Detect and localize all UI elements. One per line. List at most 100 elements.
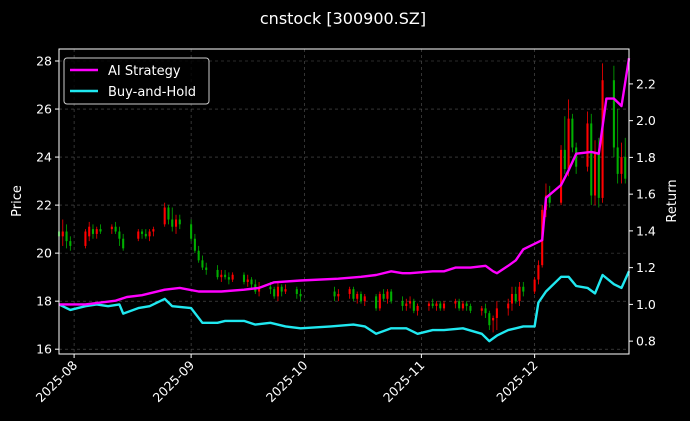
return-lines: [58, 58, 631, 343]
candle-body: [190, 224, 193, 239]
candle-body: [514, 293, 517, 302]
legend-label-ai-strategy: AI Strategy: [108, 64, 181, 79]
candle-body: [465, 303, 468, 306]
candle-body: [152, 229, 155, 232]
chart-title: cnstock [300900.SZ]: [260, 9, 426, 28]
y-right-tick-label: 1.2: [636, 260, 656, 275]
candle-body: [352, 289, 355, 299]
candle-body: [378, 293, 381, 309]
candle-body: [276, 286, 279, 297]
y-right-tick-label: 1.0: [636, 297, 656, 312]
candle-body: [442, 303, 446, 309]
candle-body: [518, 286, 521, 302]
candle-body: [299, 293, 302, 297]
grid: [59, 49, 629, 354]
y-right-tick-label: 1.6: [636, 187, 656, 202]
candle-body: [431, 303, 434, 306]
candle-body: [61, 231, 64, 237]
y-left-tick-label: 18: [36, 294, 52, 309]
ai-strategy-line: [59, 58, 631, 306]
candle-body: [427, 303, 430, 306]
candle-body: [571, 118, 574, 148]
y-left-tick-label: 24: [36, 150, 52, 165]
candle-body: [488, 313, 491, 326]
candle-body: [333, 291, 336, 297]
candle-body: [590, 123, 593, 196]
candle-body: [118, 231, 121, 239]
y-left-tick-label: 22: [36, 198, 52, 213]
candle-body: [469, 305, 472, 311]
candle-body: [409, 301, 412, 304]
candle-body: [163, 207, 166, 225]
candle-body: [533, 279, 536, 292]
candle-body: [359, 293, 363, 302]
candle-body: [390, 291, 393, 302]
candle-body: [454, 301, 457, 304]
candle-body: [171, 219, 174, 227]
legend: AI Strategy Buy-and-Hold: [63, 57, 210, 105]
candle-body: [375, 296, 378, 309]
candle-body: [624, 157, 627, 179]
candle-body: [612, 80, 615, 148]
candle-body: [401, 301, 404, 306]
candle-body: [480, 308, 483, 311]
candle-body: [356, 293, 359, 299]
y-left-tick-label: 26: [36, 102, 52, 117]
candle-body: [148, 231, 151, 237]
candle-body: [461, 303, 464, 309]
candle-body: [122, 238, 125, 249]
candle-body: [416, 305, 419, 311]
y-right-tick-label: 2.2: [636, 76, 656, 91]
candle-body: [507, 303, 510, 309]
candle-body: [220, 274, 223, 278]
candle-body: [242, 274, 246, 282]
candle-body: [258, 286, 261, 292]
candle-body: [567, 118, 570, 170]
candle-body: [405, 303, 408, 306]
candle-body: [69, 241, 72, 246]
candle-body: [174, 219, 178, 227]
y-axis-right: 0.8 1.0 1.2 1.4 1.6 1.8 2.0 2.2: [629, 76, 656, 349]
candlesticks: [57, 63, 627, 333]
candle-body: [510, 293, 514, 304]
candle-body: [597, 152, 600, 198]
candle-body: [495, 308, 498, 318]
candle-body: [65, 231, 68, 242]
candle-body: [382, 293, 385, 299]
candle-body: [273, 289, 276, 297]
candle-body: [95, 229, 98, 234]
candle-body: [435, 303, 438, 306]
candle-body: [178, 219, 181, 225]
y-right-tick-label: 1.4: [636, 223, 656, 238]
candle-body: [284, 289, 287, 292]
candle-body: [560, 149, 563, 203]
candle-body: [167, 207, 170, 220]
candle-body: [593, 152, 597, 196]
candle-body: [484, 308, 487, 314]
candle-body: [227, 277, 230, 280]
candle-body: [201, 260, 204, 268]
candle-body: [280, 286, 283, 292]
candle-body: [522, 286, 525, 292]
candle-body: [269, 286, 272, 290]
y-right-tick-label: 1.8: [636, 150, 656, 165]
candle-body: [492, 317, 495, 321]
candle-body: [575, 147, 578, 167]
candle-body: [295, 289, 298, 294]
candle-body: [246, 279, 249, 282]
candle-body: [144, 233, 147, 237]
candle-body: [141, 231, 144, 234]
y-axis-left-title: Price: [10, 185, 25, 217]
candle-body: [99, 229, 102, 232]
y-axis-left: 16 18 20 22 24 26 28: [36, 54, 59, 357]
candle-body: [537, 265, 540, 280]
candle-body: [91, 229, 95, 234]
candle-body: [439, 303, 442, 309]
candle-body: [231, 274, 234, 280]
candle-body: [548, 195, 551, 203]
plot-frame: [58, 48, 630, 355]
y-left-tick-label: 16: [36, 342, 52, 357]
candle-body: [224, 274, 227, 278]
candle-body: [412, 301, 415, 311]
